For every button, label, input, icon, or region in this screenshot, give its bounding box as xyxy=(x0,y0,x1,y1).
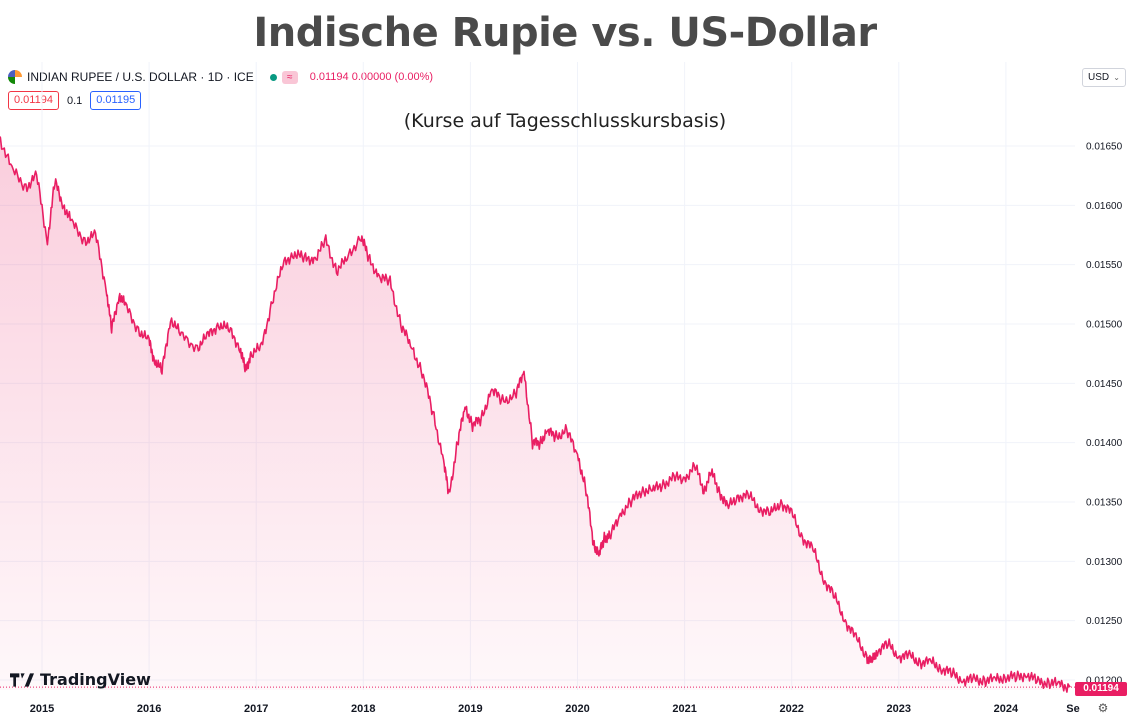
buy-price-button[interactable]: 0.01195 xyxy=(90,91,142,110)
x-tick-label: 2023 xyxy=(887,703,911,715)
x-tick-label: Se xyxy=(1066,703,1079,715)
y-tick-label: 0.01350 xyxy=(1086,498,1123,509)
y-tick-label: 0.01300 xyxy=(1086,557,1123,568)
sell-price-button[interactable]: 0.01194 xyxy=(8,91,59,110)
flag-icon xyxy=(8,70,22,84)
x-tick-label: 2016 xyxy=(137,703,161,715)
price-row: 0.01194 0.1 0.01195 xyxy=(8,91,142,110)
tradingview-logo-icon xyxy=(10,672,34,687)
y-tick-label: 0.01550 xyxy=(1086,260,1123,271)
y-tick-label: 0.01250 xyxy=(1086,616,1123,627)
x-tick-label: 2024 xyxy=(994,703,1019,715)
y-tick-label: 0.01650 xyxy=(1086,142,1123,153)
brand-name: TradingView xyxy=(40,670,151,689)
tradingview-logo[interactable]: TradingView xyxy=(10,670,151,689)
quote-change: 0.01194 0.00000 (0.00%) xyxy=(309,71,434,83)
market-status-icon xyxy=(269,73,277,81)
x-tick-label: 2021 xyxy=(672,703,696,715)
price-area xyxy=(0,136,1071,693)
x-tick-label: 2017 xyxy=(244,703,268,715)
page-title: Indische Rupie vs. US-Dollar xyxy=(253,10,877,56)
chart-subtitle: (Kurse auf Tagesschlusskursbasis) xyxy=(403,110,727,132)
y-tick-label: 0.01450 xyxy=(1086,379,1123,390)
approx-icon: ≈ xyxy=(281,70,298,84)
y-tick-label: 0.01200 xyxy=(1086,676,1123,687)
gear-icon[interactable]: ⚙ xyxy=(1097,701,1109,715)
symbol-header: INDIAN RUPEE / U.S. DOLLAR · 1D · ICE ≈ … xyxy=(8,68,433,86)
spread-value: 0.1 xyxy=(66,94,83,107)
y-tick-label: 0.01400 xyxy=(1086,438,1123,449)
price-line xyxy=(0,136,1071,693)
y-tick-label: 0.01500 xyxy=(1086,320,1123,331)
x-tick-label: 2018 xyxy=(351,703,375,715)
x-tick-label: 2015 xyxy=(30,703,54,715)
chevron-down-icon: ⌄ xyxy=(1113,73,1120,82)
x-tick-label: 2022 xyxy=(779,703,803,715)
last-price-label: 0.01194 xyxy=(1075,682,1127,696)
y-tick-label: 0.01600 xyxy=(1086,201,1123,212)
currency-value: USD xyxy=(1088,72,1110,83)
x-tick-label: 2019 xyxy=(458,703,482,715)
currency-select[interactable]: USD ⌄ xyxy=(1082,68,1126,87)
symbol-name[interactable]: INDIAN RUPEE / U.S. DOLLAR · 1D · ICE xyxy=(27,70,254,84)
x-tick-label: 2020 xyxy=(565,703,589,715)
